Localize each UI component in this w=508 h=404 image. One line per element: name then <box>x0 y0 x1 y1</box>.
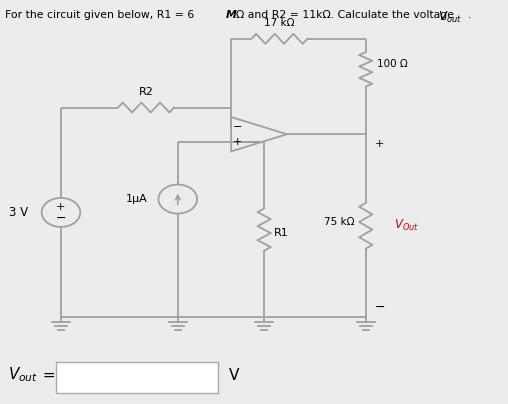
Text: 3 V: 3 V <box>9 206 28 219</box>
FancyBboxPatch shape <box>56 362 218 393</box>
Text: .: . <box>468 10 471 20</box>
Text: M: M <box>226 10 237 20</box>
Text: $V_{Out}$: $V_{Out}$ <box>394 218 419 234</box>
Text: +: + <box>375 139 384 149</box>
Text: For the circuit given below, R1 = 6: For the circuit given below, R1 = 6 <box>5 10 198 20</box>
Text: 1μA: 1μA <box>125 194 147 204</box>
Text: −: − <box>375 301 386 314</box>
Text: 100 Ω: 100 Ω <box>377 59 408 69</box>
Text: −: − <box>233 122 242 132</box>
Text: +: + <box>233 137 242 147</box>
Text: V: V <box>229 368 239 383</box>
Text: $V_{out}$: $V_{out}$ <box>438 10 462 25</box>
Text: R2: R2 <box>139 87 153 97</box>
Text: +: + <box>56 202 66 212</box>
Text: Ω and R2 = 11kΩ. Calculate the voltage: Ω and R2 = 11kΩ. Calculate the voltage <box>236 10 458 20</box>
Text: 17 kΩ: 17 kΩ <box>264 18 295 28</box>
Text: 75 kΩ: 75 kΩ <box>324 217 355 227</box>
Text: R1: R1 <box>274 228 289 238</box>
Text: $V_{out}$: $V_{out}$ <box>8 366 38 385</box>
Text: −: − <box>56 212 66 225</box>
Text: =: = <box>38 368 56 383</box>
